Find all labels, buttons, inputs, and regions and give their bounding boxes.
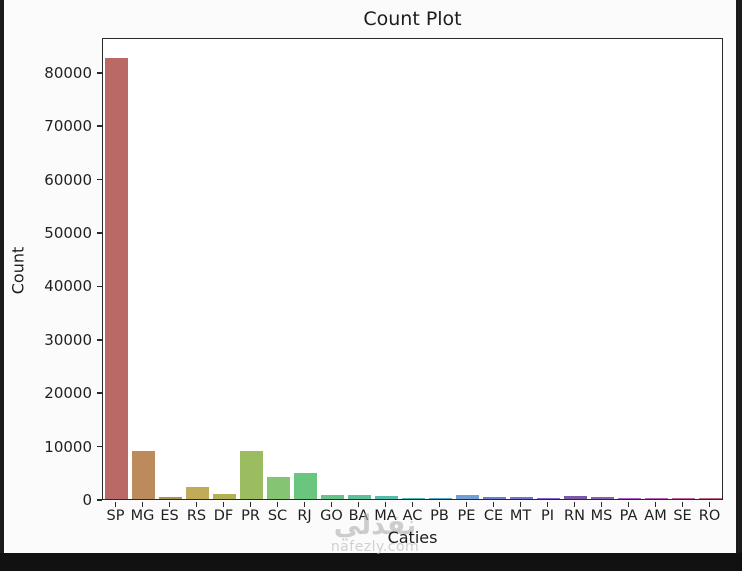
x-tick-mark [384,501,387,507]
y-tick-mark [97,445,102,448]
x-tick-label-PI: PI [540,508,555,524]
y-tick-label: 10000 [44,437,92,456]
y-tick-label: 20000 [44,384,92,403]
y-tick-mark [97,285,102,288]
x-tick-label-GO: GO [320,508,343,524]
y-tick-mark [97,125,102,127]
x-tick-label-RN: RN [564,508,585,524]
bar-PA [618,498,641,499]
bar-RO [699,498,722,499]
bar-RS [186,487,209,499]
x-tick-mark [303,501,306,507]
x-tick-label-SP: SP [106,508,125,524]
bar-PB [429,498,452,499]
x-tick-label-MG: MG [130,508,155,524]
x-tick-label-PE: PE [457,508,476,524]
bar-MT [510,497,533,499]
x-tick-label-MS: MS [590,508,613,524]
x-tick-mark [573,501,576,507]
x-tick-label-BA: BA [348,508,369,524]
x-tick-mark [600,501,603,507]
bar-MA [375,496,398,499]
bar-AC [402,498,425,499]
y-tick-label: 60000 [44,170,92,189]
x-tick-label-SC: SC [267,508,288,524]
x-tick-mark [168,501,171,507]
x-tick-label-MT: MT [509,508,532,524]
x-tick-mark [438,501,441,507]
y-tick-mark [97,392,102,394]
x-tick-mark [708,501,711,507]
bar-MG [132,450,155,499]
bar-DF [213,494,236,499]
bar-AM [645,498,668,499]
x-tick-mark [411,501,414,507]
y-tick-mark [97,499,102,501]
y-tick-mark [97,338,102,341]
bar-GO [321,494,344,499]
x-axis-label: Caties [387,528,438,547]
x-tick-label-CE: CE [483,508,504,524]
bar-SC [267,477,290,499]
x-tick-mark [114,501,117,507]
bar-RJ [294,472,317,499]
y-tick-label: 80000 [44,63,92,82]
x-tick-label-AC: AC [402,508,423,524]
x-tick-label-AM: AM [644,508,667,524]
bar-PR [240,450,263,499]
x-tick-mark [330,501,333,507]
x-tick-label-RS: RS [186,508,207,524]
chart-title: Count Plot [363,8,462,30]
x-tick-label-ES: ES [160,508,179,524]
y-tick-label: 70000 [44,117,92,136]
x-tick-mark [276,501,279,507]
x-tick-label-PB: PB [430,508,449,524]
y-tick-label: 40000 [44,277,92,296]
x-tick-label-PA: PA [619,508,638,524]
x-tick-label-SE: SE [673,508,692,524]
x-tick-label-RO: RO [698,508,721,524]
y-tick-mark [97,71,102,74]
bar-ES [159,496,182,499]
y-tick-label: 0 [82,491,92,509]
x-tick-mark [195,501,198,507]
bar-BA [348,494,371,499]
letterbox-left [0,0,4,571]
letterbox-bottom [0,553,742,571]
x-tick-mark [222,501,225,507]
x-tick-mark [249,501,252,507]
x-tick-label-RJ: RJ [297,508,312,524]
x-tick-mark [465,501,468,507]
bar-CE [483,497,506,499]
x-tick-mark [519,501,522,507]
x-tick-mark [627,501,630,507]
x-tick-mark [681,501,684,507]
y-tick-mark [97,178,102,181]
y-axis-label: Count [8,246,28,295]
bar-PI [537,498,560,499]
x-tick-label-MA: MA [374,508,397,524]
plot-area [102,38,723,500]
bar-MS [591,496,614,499]
x-tick-label-DF: DF [213,508,234,524]
x-tick-mark [654,501,657,507]
y-tick-mark [97,232,102,234]
letterbox-right [736,0,742,571]
x-tick-label-PR: PR [241,508,260,524]
x-tick-mark [141,501,144,507]
bar-SP [105,58,128,499]
x-tick-mark [357,501,360,507]
y-tick-label: 50000 [44,223,92,242]
x-tick-mark [546,501,549,507]
bar-RN [564,496,587,499]
bar-SE [672,498,695,499]
bar-PE [456,495,479,499]
x-tick-mark [492,501,495,507]
y-tick-label: 30000 [44,330,92,349]
